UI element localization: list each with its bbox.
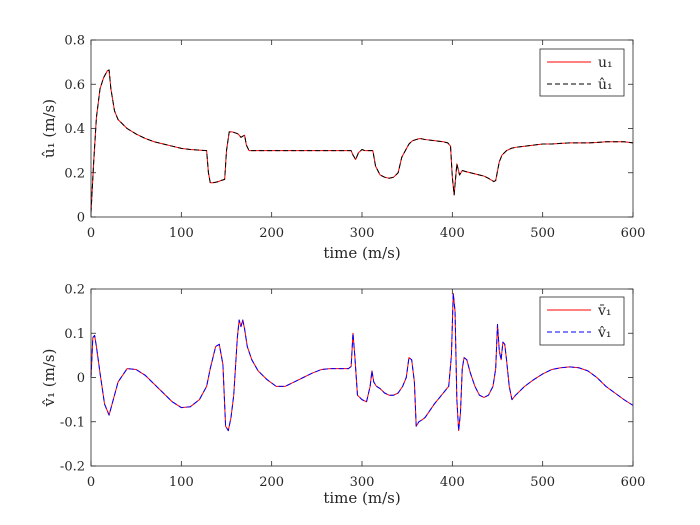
top-x-axis-label: time (m/s) xyxy=(323,244,400,262)
bottom-legend-label-v1-bar: v̄₁ xyxy=(597,303,612,319)
bottom-x-tick-label: 500 xyxy=(530,475,555,490)
bottom-y-tick-label: 0 xyxy=(77,371,85,386)
bottom-y-axis-label: v̂₁ (m/s) xyxy=(40,349,58,408)
bottom-x-tick-label: 400 xyxy=(440,475,465,490)
top-legend-label-u1: u₁ xyxy=(598,55,613,71)
top-y-tick-label: 0.6 xyxy=(64,78,85,93)
top-legend-box xyxy=(539,48,625,97)
bottom-series-line-1 xyxy=(90,292,634,432)
top-x-tick-label: 0 xyxy=(87,226,95,241)
bottom-x-axis-label: time (m/s) xyxy=(323,489,400,507)
top-x-tick-label: 500 xyxy=(530,226,555,241)
top-x-tick-label: 400 xyxy=(440,226,465,241)
top-subplot: 0 100 200 300 400 500 600 0 0.2 0.4 0.6 0.8 time (m… xyxy=(40,34,645,263)
bottom-x-tick-label: 300 xyxy=(350,475,375,490)
top-x-tick-label: 300 xyxy=(350,226,375,241)
top-y-tick-label: 0.4 xyxy=(64,122,85,137)
bottom-x-tick-label: 100 xyxy=(169,475,194,490)
bottom-subplot: 0 100 200 300 400 500 600 -0.2 -0.1 0 0.1 0.2 time … xyxy=(40,283,645,508)
top-y-tick-label: 0.8 xyxy=(64,34,85,49)
top-series-lines xyxy=(90,69,634,213)
bottom-x-tick-label: 0 xyxy=(87,475,95,490)
bottom-x-tick-label: 200 xyxy=(259,475,284,490)
top-x-tick-label: 100 xyxy=(169,226,194,241)
top-ticks: 0 100 200 300 400 500 600 0 0.2 0.4 0.6 0.8 xyxy=(64,34,645,242)
bottom-y-tick-label: -0.1 xyxy=(60,415,85,430)
top-x-tick-label: 200 xyxy=(259,226,284,241)
bottom-series-lines xyxy=(90,292,634,432)
bottom-ticks: 0 100 200 300 400 500 600 -0.2 -0.1 0 0.1 0.2 xyxy=(60,283,645,491)
top-y-tick-label: 0 xyxy=(77,211,85,226)
bottom-legend: v̄₁ v̂₁ xyxy=(539,296,625,346)
top-legend-label-u1-hat: û₁ xyxy=(598,77,613,93)
bottom-x-tick-label: 600 xyxy=(621,475,646,490)
bottom-legend-label-v1-hat: v̂₁ xyxy=(597,325,612,341)
bottom-y-tick-label: 0.2 xyxy=(64,283,85,298)
bottom-y-tick-label: -0.2 xyxy=(60,460,85,475)
top-x-tick-label: 600 xyxy=(621,226,646,241)
bottom-y-tick-label: 0.1 xyxy=(64,327,85,342)
top-y-tick-label: 0.2 xyxy=(64,166,85,181)
bottom-legend-box xyxy=(539,296,625,346)
top-series-line-1 xyxy=(90,69,634,213)
top-legend: u₁ û₁ xyxy=(539,48,625,97)
top-y-axis-label: û₁ (m/s) xyxy=(40,99,58,158)
